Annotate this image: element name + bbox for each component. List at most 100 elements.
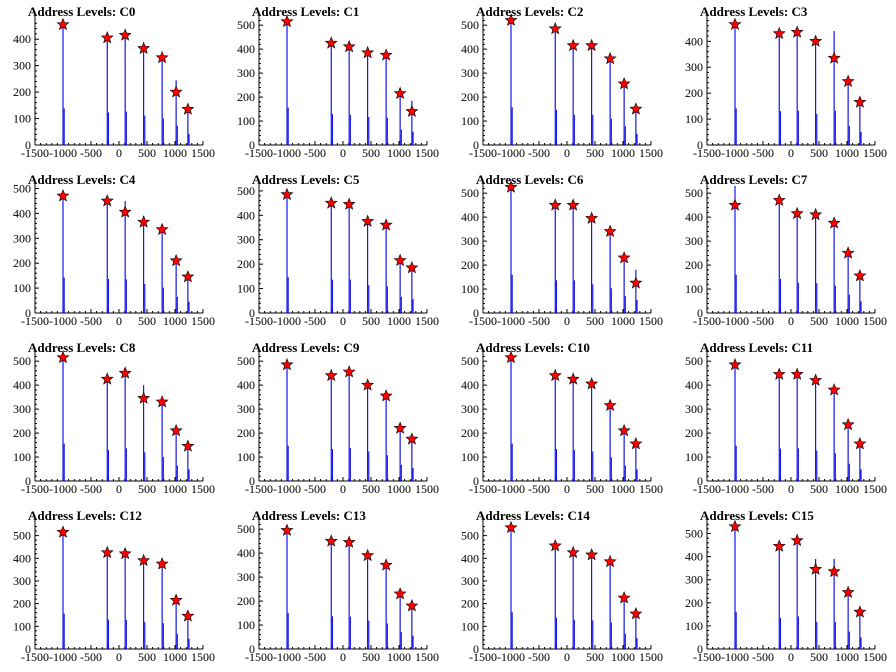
x-tick-label: -1000 xyxy=(273,650,301,664)
y-tick-label: 200 xyxy=(461,597,479,611)
peak-marker xyxy=(728,519,742,533)
x-tick-label: -500 xyxy=(304,482,326,496)
y-tick-label: 200 xyxy=(13,597,31,611)
y-tick-label: 0 xyxy=(249,306,255,320)
x-tick-label: -1000 xyxy=(273,482,301,496)
peak-marker xyxy=(548,21,562,35)
x-tick-label: 0 xyxy=(788,314,794,328)
peak-marker xyxy=(169,85,183,98)
x-tick-label: -500 xyxy=(304,650,326,664)
x-tick-label: 500 xyxy=(586,650,604,664)
y-tick-label: 100 xyxy=(685,282,703,296)
peak-marker xyxy=(566,372,580,385)
y-tick-label: 500 xyxy=(461,529,479,543)
peak-marker xyxy=(393,86,407,100)
x-tick-label: 1500 xyxy=(191,314,215,328)
peak-marker xyxy=(585,548,599,561)
x-tick-label: -1500 xyxy=(21,482,49,496)
x-tick-label: 1500 xyxy=(639,650,663,664)
y-tick-label: 0 xyxy=(25,642,31,656)
x-tick-label: -1500 xyxy=(693,314,721,328)
chart-plot: 0 100 200 300 400 500 -1500 -1000 -500 0 500 1000 15… xyxy=(237,518,439,664)
x-tick-label: -1500 xyxy=(469,482,497,496)
x-tick-label: -1500 xyxy=(245,650,273,664)
peak-marker xyxy=(617,251,631,264)
chart-panel: Address Levels: C4 0 100 200 300 400 500 -1500-… xyxy=(0,168,224,336)
y-tick-label: 100 xyxy=(13,112,31,126)
y-tick-label: 400 xyxy=(685,34,703,48)
chart-title: Address Levels: C13 xyxy=(252,508,366,523)
y-tick-label: 300 xyxy=(13,402,31,416)
peak-marker xyxy=(853,605,867,618)
peak-marker xyxy=(342,197,356,210)
x-tick-label: 0 xyxy=(788,146,794,160)
x-tick-label: 0 xyxy=(116,650,122,664)
chart-title: Address Levels: C8 xyxy=(28,340,136,355)
peak-marker xyxy=(853,95,867,108)
peak-marker xyxy=(790,206,804,220)
x-tick-label: -1000 xyxy=(721,146,749,160)
chart-panel: Address Levels: C2 0 100 200 300 400 500 -1500-… xyxy=(448,0,672,168)
x-tick-label: -1000 xyxy=(49,482,77,496)
y-tick-label: 400 xyxy=(685,378,703,392)
x-tick-label: -1000 xyxy=(721,482,749,496)
peak-marker xyxy=(629,102,643,115)
x-tick-label: 0 xyxy=(788,482,794,496)
y-tick-label: 0 xyxy=(697,642,703,656)
y-tick-label: 100 xyxy=(461,619,479,633)
y-tick-label: 200 xyxy=(237,426,255,440)
y-tick-label: 0 xyxy=(249,138,255,152)
peak-marker xyxy=(603,398,617,412)
x-tick-label: -500 xyxy=(528,650,550,664)
x-tick-label: -1500 xyxy=(245,146,273,160)
peak-marker xyxy=(100,31,114,44)
y-tick-label: 0 xyxy=(473,642,479,656)
y-tick-label: 400 xyxy=(461,210,479,224)
x-tick-label: -500 xyxy=(528,146,550,160)
y-tick-label: 400 xyxy=(237,208,255,222)
chart-plot: 0 100 200 300 400 500 -1500 -1000 -500 0 500 1000 15… xyxy=(685,182,887,328)
x-tick-label: 0 xyxy=(564,146,570,160)
y-tick-label: 300 xyxy=(461,66,479,80)
peak-marker xyxy=(280,187,294,201)
y-tick-label: 300 xyxy=(13,574,31,588)
peak-marker xyxy=(728,198,742,211)
peak-marker xyxy=(827,564,841,578)
y-tick-label: 400 xyxy=(13,551,31,565)
peak-marker xyxy=(405,599,419,612)
peak-marker xyxy=(100,372,114,385)
peak-marker xyxy=(118,546,132,560)
x-tick-label: -1000 xyxy=(497,146,525,160)
chart-plot: 0 100 200 300 400 500 -1500 -1000 -500 0 500 1000 15… xyxy=(13,518,215,664)
peak-marker xyxy=(772,26,786,40)
y-tick-label: 0 xyxy=(697,138,703,152)
peak-marker xyxy=(790,533,804,546)
x-tick-label: 1500 xyxy=(415,650,439,664)
chart-plot: 0 100 200 300 400 500 -1500 -1000 -500 0 500 1000 15… xyxy=(13,350,215,496)
peak-marker xyxy=(155,557,169,570)
x-tick-label: -1000 xyxy=(497,314,525,328)
x-tick-label: 1000 xyxy=(611,650,635,664)
peak-marker xyxy=(56,350,70,364)
x-tick-label: -500 xyxy=(80,650,102,664)
y-tick-label: 500 xyxy=(237,184,255,198)
x-tick-label: 0 xyxy=(116,314,122,328)
y-tick-label: 200 xyxy=(461,258,479,272)
x-tick-label: 1000 xyxy=(163,146,187,160)
x-tick-label: 1500 xyxy=(639,146,663,160)
peak-marker xyxy=(809,34,823,47)
chart-plot: 0 100 200 300 400 -1500 -1000 -500 0 500 1000 1500 xyxy=(13,14,215,160)
chart-plot: 0 100 200 300 400 500 -1500 -1000 -500 0 500 1000 15… xyxy=(237,14,439,160)
y-tick-label: 100 xyxy=(237,114,255,128)
peak-marker xyxy=(603,224,617,238)
x-tick-label: 0 xyxy=(564,650,570,664)
y-tick-label: 0 xyxy=(473,138,479,152)
chart-plot: 0 100 200 300 400 500 -1500 -1000 -500 0 500 1000 15… xyxy=(461,180,663,328)
x-tick-label: 500 xyxy=(810,146,828,160)
x-tick-label: 500 xyxy=(362,314,380,328)
x-tick-label: -500 xyxy=(304,314,326,328)
peak-marker xyxy=(617,77,631,90)
x-tick-label: 1000 xyxy=(835,146,859,160)
x-tick-label: -1000 xyxy=(497,650,525,664)
y-tick-label: 300 xyxy=(685,402,703,416)
